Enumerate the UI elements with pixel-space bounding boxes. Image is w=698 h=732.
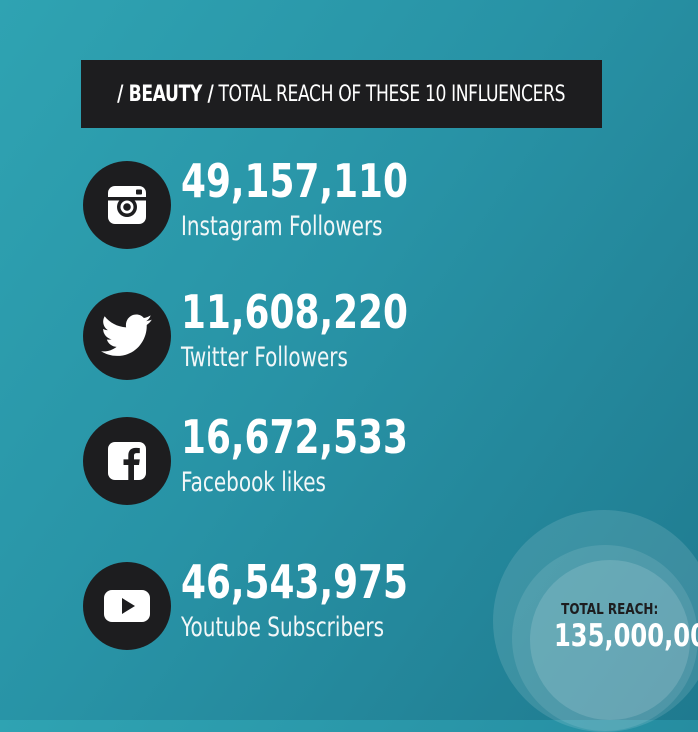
stat-youtube: 46,543,975 Youtube Subscribers: [83, 556, 503, 652]
instagram-followers-count: 49,157,110: [181, 154, 408, 208]
youtube-icon: [83, 562, 171, 650]
stat-facebook: 16,672,533 Facebook likes: [83, 411, 503, 507]
total-reach-value: 135,000,000: [553, 618, 698, 654]
facebook-likes-count: 16,672,533: [181, 410, 408, 464]
twitter-followers-count: 11,608,220: [181, 285, 408, 339]
stat-twitter: 11,608,220 Twitter Followers: [83, 286, 503, 382]
total-reach-label: TOTAL REACH:: [561, 600, 659, 618]
banner-category: / BEAUTY /: [117, 81, 215, 107]
youtube-subscribers-label: Youtube Subscribers: [181, 612, 385, 643]
twitter-followers-label: Twitter Followers: [181, 342, 348, 373]
banner-title: TOTAL REACH OF THESE 10 INFLUENCERS: [218, 81, 566, 107]
header-banner: / BEAUTY / TOTAL REACH OF THESE 10 INFLU…: [81, 60, 602, 128]
facebook-icon: [83, 417, 171, 505]
banner-text: / BEAUTY / TOTAL REACH OF THESE 10 INFLU…: [118, 82, 566, 107]
youtube-subscribers-count: 46,543,975: [181, 555, 408, 609]
twitter-icon: [83, 292, 171, 380]
facebook-likes-label: Facebook likes: [181, 467, 326, 498]
total-reach: TOTAL REACH: 135,000,000: [530, 600, 698, 653]
stat-instagram: 49,157,110 Instagram Followers: [83, 155, 503, 251]
instagram-followers-label: Instagram Followers: [181, 211, 383, 242]
instagram-icon: [83, 161, 171, 249]
